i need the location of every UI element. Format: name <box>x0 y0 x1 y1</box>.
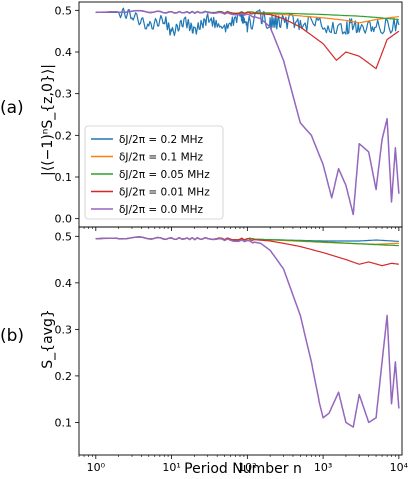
panel-a-ylabel: |⟨(−1)ⁿS_{z,0}⟩| <box>40 64 56 176</box>
panel-b-ylabel: S_{avg} <box>40 309 56 368</box>
series-line-4 <box>95 9 400 216</box>
legend-entry: δJ/2π = 0.0 MHz <box>119 204 204 216</box>
ytick-label: 0.2 <box>55 129 73 142</box>
xtick-label: 10³ <box>314 461 332 474</box>
xtick-label: 10⁴ <box>390 461 409 474</box>
xtick-label: 10² <box>238 461 256 474</box>
legend: δJ/2π = 0.2 MHz δJ/2π = 0.1 MHz δJ/2π = 0.… <box>84 125 224 220</box>
ytick-label: 0.3 <box>55 323 73 336</box>
legend-box <box>84 125 224 220</box>
panel-b-label: (b) <box>0 326 24 346</box>
xtick-label: 10⁰ <box>87 461 106 474</box>
legend-entry: δJ/2π = 0.01 MHz <box>119 187 210 199</box>
legend-entry: δJ/2π = 0.2 MHz <box>119 134 204 146</box>
ytick-label: 0.4 <box>55 277 73 290</box>
ytick-label: 0.0 <box>55 213 73 226</box>
ytick-label: 0.5 <box>55 4 73 17</box>
legend-entry: δJ/2π = 0.05 MHz <box>119 169 210 181</box>
ytick-label: 0.2 <box>55 370 73 383</box>
series-line-0 <box>95 7 400 37</box>
ytick-label: 0.4 <box>55 46 73 59</box>
ytick-label: 0.3 <box>55 88 73 101</box>
panel-a: 0.0 0.1 0.2 0.3 0.4 0.5 <box>55 1 403 231</box>
ytick-label: 0.1 <box>55 416 73 429</box>
legend-entry: δJ/2π = 0.1 MHz <box>119 152 204 164</box>
panel-a-label: (a) <box>0 98 24 118</box>
panel-b: 0.1 0.2 0.3 0.4 0.5 10⁰ 10¹ 10² 10³ 10⁴ <box>55 226 409 474</box>
ytick-label: 0.1 <box>55 171 73 184</box>
xtick-label: 10¹ <box>162 461 180 474</box>
series-line-4 <box>95 236 400 428</box>
axes-frame <box>78 226 403 456</box>
ytick-label: 0.5 <box>55 230 73 243</box>
panel-b-xlabel: Period Number n <box>184 461 302 477</box>
